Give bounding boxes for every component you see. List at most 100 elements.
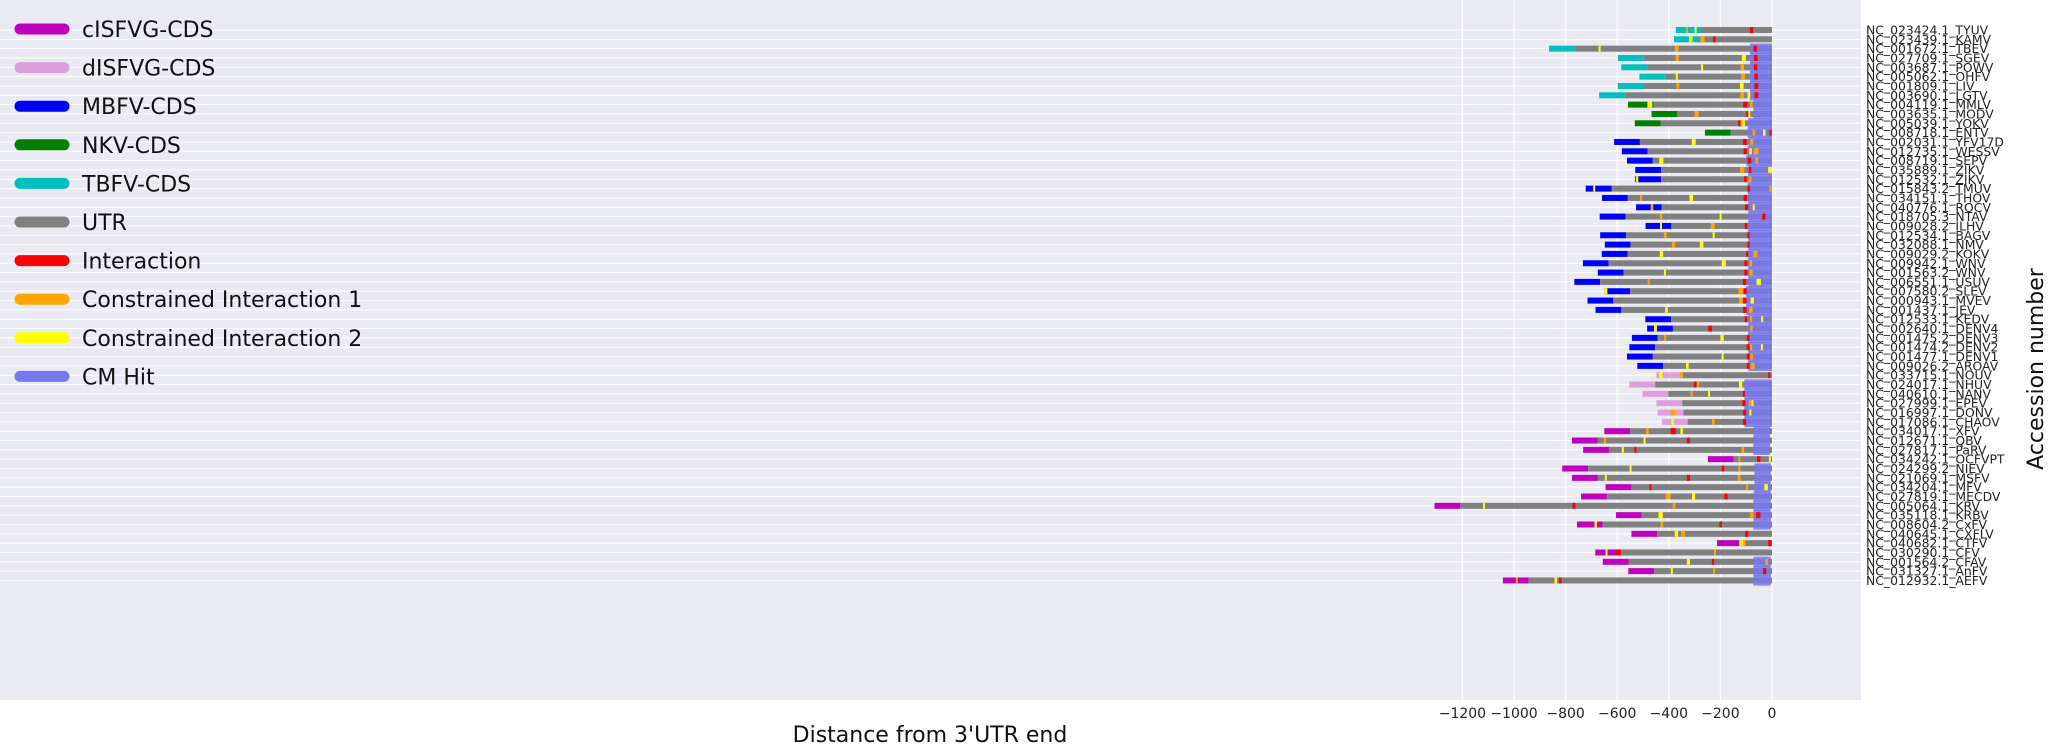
constrained-interaction-1-segment (1713, 549, 1716, 556)
constrained-interaction-2-segment (1747, 92, 1751, 99)
constrained-interaction-2-segment (1762, 129, 1766, 136)
constrained-interaction-1-segment (1750, 101, 1753, 108)
accession-label: NC_040682.1_CTFV (1866, 536, 1988, 551)
accession-label: NC_003687.1_POWV (1866, 60, 1994, 75)
utr-segment (1606, 493, 1772, 500)
x-tick-label: 0 (1768, 706, 1777, 722)
cds-segment (1642, 390, 1669, 397)
interaction-segment (1724, 493, 1728, 500)
cds-segment (1621, 64, 1648, 71)
cm-hit-segment (1753, 565, 1771, 577)
constrained-interaction-1-segment (1694, 110, 1699, 117)
accession-label: NC_023424.1_TYUV (1866, 23, 1989, 38)
constrained-interaction-2-segment (1594, 521, 1598, 528)
cds-segment (1599, 213, 1626, 220)
cm-hit-segment (1753, 556, 1771, 567)
interaction-segment (1754, 92, 1759, 99)
constrained-interaction-2-segment (1674, 530, 1679, 537)
interaction-segment (1649, 484, 1652, 491)
cm-hit-segment (1748, 239, 1772, 250)
constrained-interaction-1-segment (1740, 166, 1745, 173)
utr-segment (1631, 484, 1772, 491)
constrained-interaction-1-segment (1750, 512, 1754, 519)
utr-segment (1682, 400, 1772, 407)
utr-segment (1660, 120, 1772, 127)
cds-segment (1587, 297, 1614, 304)
cm-hit-segment (1746, 295, 1772, 306)
constrained-interaction-1-segment (1679, 372, 1683, 379)
accession-label: NC_027709.1_SGEV (1866, 50, 1990, 65)
interaction-segment (1670, 428, 1676, 435)
cm-hit-segment (1753, 519, 1771, 530)
constrained-interaction-1-segment (1753, 250, 1758, 257)
utr-segment (1611, 185, 1772, 192)
utr-segment (1671, 316, 1772, 323)
accession-label: NC_001475.2_DENV3 (1866, 330, 1998, 345)
utr-segment (1574, 45, 1772, 52)
legend-label: dISFVG-CDS (82, 57, 215, 82)
cds-segment (1601, 250, 1628, 257)
constrained-interaction-2-segment (1605, 549, 1608, 556)
constrained-interaction-1-segment (1670, 409, 1676, 416)
accession-label: NC_004119.1_MMLV (1866, 97, 1991, 112)
utr-segment (1661, 176, 1772, 183)
interaction-segment (1743, 297, 1747, 304)
cds-segment (1576, 521, 1603, 528)
interaction-segment (1747, 241, 1750, 248)
cds-segment (1572, 474, 1598, 481)
constrained-interaction-2-segment (1748, 110, 1751, 117)
constrained-interaction-2-segment (1659, 250, 1664, 257)
accession-label: NC_040645.1_CXFLV (1866, 526, 1994, 541)
accession-label: NC_001437.1_JEV (1866, 302, 1976, 317)
legend-label: Interaction (82, 250, 201, 275)
cm-hit-segment (1744, 407, 1772, 418)
cds-segment (1572, 437, 1598, 444)
utr-segment (1608, 446, 1772, 453)
accession-label: NC_000943.1_MVEV (1866, 293, 1991, 308)
constrained-interaction-2-segment (1752, 204, 1755, 211)
cds-segment (1629, 344, 1656, 351)
cds-segment (1627, 157, 1653, 164)
interaction-segment (1743, 101, 1748, 108)
cm-hit-segment (1747, 146, 1772, 157)
cm-hit-segment (1744, 398, 1772, 409)
constrained-interaction-1-segment (1663, 232, 1667, 239)
utr-segment (1641, 512, 1772, 519)
constrained-interaction-1-segment (1750, 316, 1753, 323)
constrained-interaction-2-segment (1654, 325, 1657, 332)
accession-label: NC_033715.1_NOUV (1866, 368, 1993, 383)
cds-segment (1708, 456, 1734, 463)
constrained-interaction-2-segment (1701, 64, 1704, 71)
interaction-segment (1744, 204, 1749, 211)
cds-segment (1628, 101, 1654, 108)
utr-segment (1588, 465, 1772, 472)
accession-label: NC_001474.2_DENV2 (1866, 340, 1998, 355)
constrained-interaction-1-segment (1650, 204, 1654, 211)
interaction-segment (1750, 27, 1754, 33)
constrained-interaction-2-segment (1750, 297, 1754, 304)
constrained-interaction-2-segment (1636, 176, 1639, 183)
interaction-segment (1744, 222, 1748, 229)
interaction-segment (1743, 138, 1747, 145)
constrained-interaction-2-segment (1658, 512, 1663, 519)
cds-segment (1631, 334, 1658, 341)
accession-label: NC_001563.2_WNV (1866, 265, 1986, 280)
x-tick-labels: −1200 −1000 −800 −600 −400 −200 0 (1439, 706, 1777, 722)
accession-label: NC_034242.1_OCFVPT (1866, 452, 2005, 467)
cds-segment (1645, 222, 1672, 229)
legend: cISFVG-CDS dISFVG-CDS MBFV-CDS NKV-CDS TBFV-… (14, 18, 362, 390)
interaction-segment (1746, 344, 1750, 351)
cm-hit-segment (1748, 248, 1772, 260)
utr-segment (1460, 502, 1772, 509)
cds-segment (1599, 92, 1625, 99)
utr-segment (1655, 344, 1772, 351)
cds-segment (1675, 27, 1702, 33)
legend-label: MBFV-CDS (82, 95, 197, 120)
utr-segment (1671, 222, 1772, 229)
constrained-interaction-1-segment (1741, 73, 1745, 80)
accession-label: NC_009029.2_KOKV (1866, 246, 1990, 261)
utr-segment (1621, 549, 1772, 556)
interaction-segment (1693, 381, 1697, 388)
constrained-interaction-2-segment (1598, 45, 1601, 52)
cm-hit-segment (1748, 118, 1772, 129)
